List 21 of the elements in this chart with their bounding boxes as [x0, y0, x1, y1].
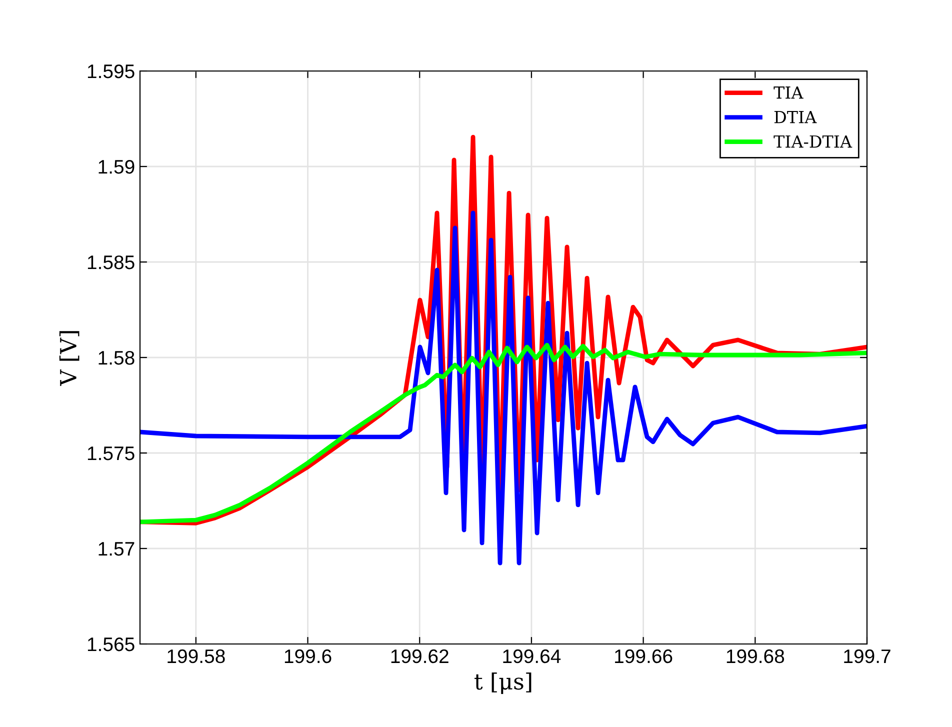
legend-label: TIA-DTIA	[774, 135, 852, 148]
legend-label: TIA	[774, 86, 804, 99]
x-tick-label: 199.7	[844, 649, 890, 664]
x-tick-label: 199.62	[391, 649, 448, 664]
x-axis-title: t [μs]	[474, 672, 532, 694]
line-series	[140, 210, 867, 566]
y-tick-label: 1.57	[98, 542, 134, 556]
y-tick-label: 1.575	[88, 446, 134, 460]
y-tick-label: 1.595	[88, 64, 134, 78]
y-tick-label: 1.585	[88, 255, 134, 270]
x-tick-label: 199.68	[726, 649, 784, 664]
x-tick-label: 199.64	[503, 649, 561, 664]
y-tick-label: 1.59	[98, 160, 134, 174]
line-series	[140, 342, 867, 524]
x-tick-label: 199.6	[284, 649, 332, 664]
y-axis-title: V [V]	[59, 331, 80, 386]
x-tick-label: 199.58	[168, 649, 225, 664]
y-tick-label: 1.565	[88, 637, 134, 652]
legend-label: DTIA	[774, 110, 817, 124]
x-tick-label: 199.66	[615, 649, 672, 664]
y-tick-label: 1.58	[98, 350, 134, 365]
